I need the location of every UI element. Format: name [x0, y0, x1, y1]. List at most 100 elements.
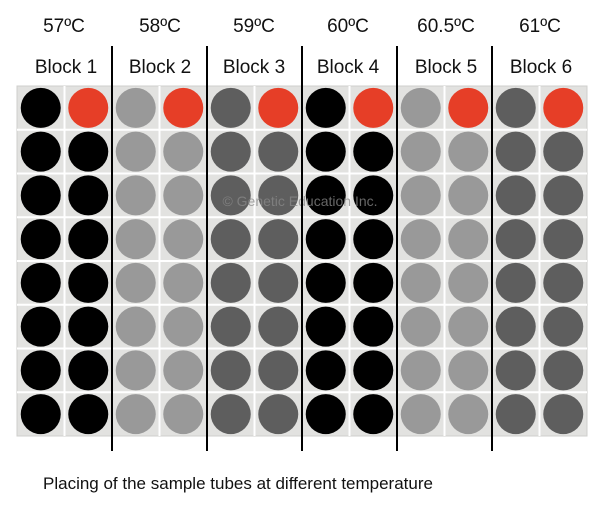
temperature-labels: 57ºC 58ºC 59ºC 60ºC 60.5ºC 61ºC: [43, 16, 561, 37]
control-tube: [68, 87, 109, 128]
block-separators: [111, 46, 493, 451]
sample-tube: [495, 219, 536, 260]
control-tube: [448, 87, 489, 128]
sample-tube: [115, 87, 156, 128]
sample-tube: [305, 87, 346, 128]
sample-tube: [543, 175, 584, 216]
block-label-5: Block 5: [415, 57, 477, 78]
temperature-label-block-6: 61ºC: [519, 16, 561, 37]
temperature-label-block-4: 60ºC: [327, 16, 369, 37]
sample-tube: [20, 175, 61, 216]
sample-tube: [68, 219, 109, 260]
sample-tube: [353, 262, 394, 303]
sample-tube: [495, 262, 536, 303]
sample-tube: [495, 87, 536, 128]
sample-tube: [400, 262, 441, 303]
sample-tube: [448, 219, 489, 260]
sample-tube: [400, 394, 441, 435]
temperature-label-block-3: 59ºC: [233, 16, 275, 37]
sample-tube: [543, 394, 584, 435]
sample-tube: [400, 350, 441, 391]
sample-tube: [305, 262, 346, 303]
sample-tube: [448, 175, 489, 216]
sample-tube: [400, 131, 441, 172]
control-tube: [258, 87, 299, 128]
sample-tube: [115, 394, 156, 435]
control-tube: [353, 87, 394, 128]
sample-tube: [115, 131, 156, 172]
sample-tube: [115, 262, 156, 303]
sample-tube: [448, 350, 489, 391]
sample-tube: [163, 394, 204, 435]
temperature-label-block-1: 57ºC: [43, 16, 85, 37]
sample-tube: [353, 350, 394, 391]
sample-tube: [305, 219, 346, 260]
sample-tube: [543, 131, 584, 172]
watermark: © Genetic Education Inc.: [222, 193, 377, 209]
control-tube: [543, 87, 584, 128]
sample-tube: [353, 219, 394, 260]
sample-tube: [305, 394, 346, 435]
temperature-label-block-2: 58ºC: [139, 16, 181, 37]
sample-tube: [210, 175, 251, 216]
temperature-label-block-5: 60.5ºC: [417, 16, 475, 37]
sample-tube: [163, 131, 204, 172]
sample-tube: [495, 175, 536, 216]
sample-tube: [448, 262, 489, 303]
sample-tube: [68, 175, 109, 216]
sample-tube: [543, 219, 584, 260]
sample-tube: [495, 350, 536, 391]
sample-tube: [495, 394, 536, 435]
sample-tubes: [20, 87, 584, 435]
sample-tube: [163, 350, 204, 391]
sample-tube: [68, 350, 109, 391]
sample-tube: [210, 394, 251, 435]
sample-tube: [115, 306, 156, 347]
sample-tube: [258, 175, 299, 216]
sample-tube: [68, 306, 109, 347]
sample-tube: [68, 262, 109, 303]
sample-tube: [210, 219, 251, 260]
sample-tube: [115, 219, 156, 260]
block-label-2: Block 2: [129, 57, 191, 78]
sample-tube: [448, 394, 489, 435]
block-label-4: Block 4: [317, 57, 380, 78]
sample-tube: [163, 306, 204, 347]
sample-tube: [400, 306, 441, 347]
sample-tube: [543, 350, 584, 391]
sample-tube: [20, 262, 61, 303]
sample-tube: [543, 306, 584, 347]
sample-tube: [400, 219, 441, 260]
block-labels: Block 1 Block 2 Block 3 Block 4 Block 5 …: [35, 57, 572, 78]
sample-tube: [115, 350, 156, 391]
sample-tube: [258, 350, 299, 391]
sample-tube: [20, 131, 61, 172]
sample-tube: [210, 262, 251, 303]
block-label-3: Block 3: [223, 57, 285, 78]
sample-tube: [495, 306, 536, 347]
sample-tube: [258, 219, 299, 260]
sample-tube: [258, 262, 299, 303]
sample-tube: [163, 175, 204, 216]
sample-tube: [210, 87, 251, 128]
sample-tube: [258, 131, 299, 172]
sample-tube: [258, 394, 299, 435]
sample-tube: [20, 219, 61, 260]
sample-tube: [353, 175, 394, 216]
sample-tube: [210, 306, 251, 347]
sample-tube: [305, 131, 346, 172]
sample-tube: [543, 262, 584, 303]
sample-tube: [495, 131, 536, 172]
sample-tube: [210, 350, 251, 391]
sample-tube: [68, 131, 109, 172]
sample-tube: [400, 87, 441, 128]
sample-tube: [448, 306, 489, 347]
sample-tube: [20, 306, 61, 347]
sample-tube: [115, 175, 156, 216]
sample-tube: [353, 306, 394, 347]
block-label-1: Block 1: [35, 57, 97, 78]
sample-tube: [258, 306, 299, 347]
sample-tube: [20, 350, 61, 391]
sample-tube: [163, 219, 204, 260]
